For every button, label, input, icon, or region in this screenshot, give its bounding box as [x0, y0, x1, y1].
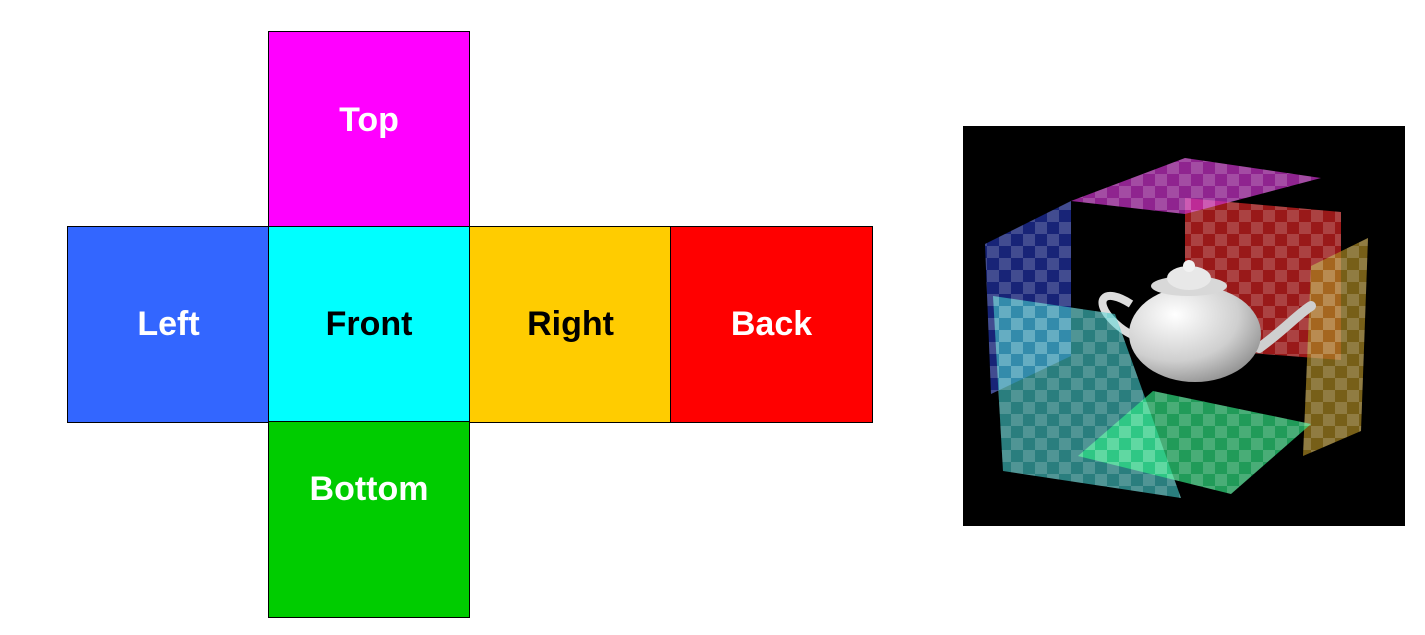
face-right: Right [469, 226, 672, 423]
face-back-label: Back [730, 305, 813, 343]
panel-right [1303, 238, 1368, 456]
teapot-icon [1098, 260, 1316, 382]
face-front-label: Front [325, 305, 413, 343]
face-right-label: Right [527, 305, 614, 343]
face-left-label: Left [137, 305, 200, 343]
face-top: Top [268, 31, 470, 227]
panel-bottom [1078, 391, 1311, 494]
panel-top [1071, 158, 1321, 214]
cube-map-render [963, 126, 1405, 526]
face-bottom-label: Bottom [309, 470, 429, 508]
face-top-label: Top [339, 100, 399, 139]
face-back: Back [670, 226, 873, 423]
face-left: Left [67, 226, 270, 423]
face-bottom: Bottom [268, 421, 470, 618]
face-front: Front [268, 226, 470, 423]
cube-render-illustration [985, 158, 1368, 498]
